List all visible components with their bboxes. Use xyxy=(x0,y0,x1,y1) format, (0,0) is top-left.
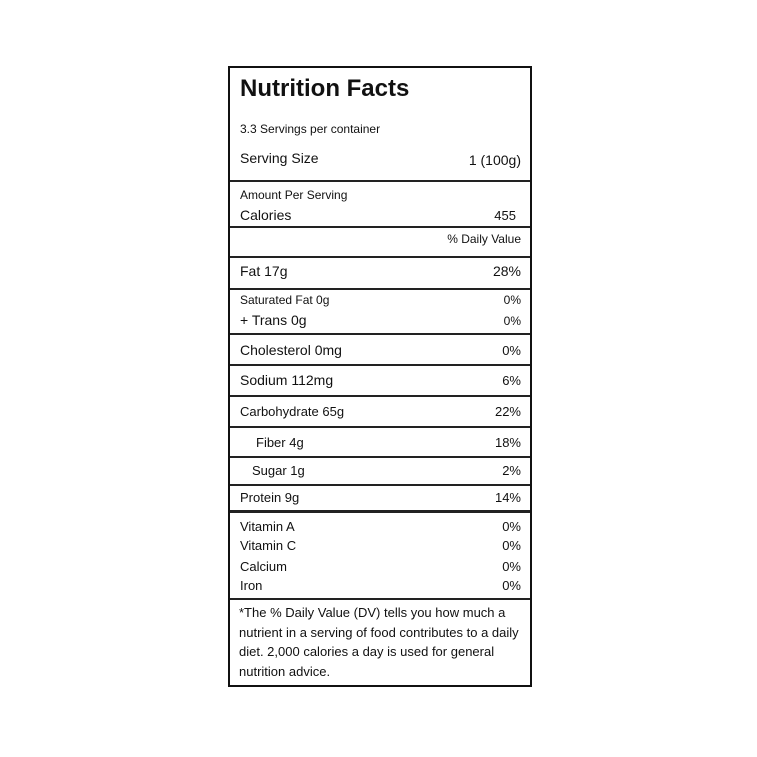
divider xyxy=(230,426,530,428)
nutrition-facts-label: Nutrition Facts 3.3 Servings per contain… xyxy=(228,66,532,687)
vitamin-dv: 0% xyxy=(502,559,521,574)
vitamin-dv: 0% xyxy=(502,519,521,534)
nutrient-label: Sugar 1g xyxy=(252,463,305,478)
nutrient-dv: 2% xyxy=(502,463,521,478)
nutrient-label: Protein 9g xyxy=(240,490,300,505)
nutrient-dv: 6% xyxy=(502,373,521,388)
vitamin-label: Calcium xyxy=(240,559,287,574)
divider xyxy=(230,288,530,290)
calories-label: Calories xyxy=(240,207,292,223)
vitamin-label: Vitamin C xyxy=(240,538,297,553)
nutrient-label: Fiber 4g xyxy=(256,435,304,450)
nutrient-label: Sodium 112mg xyxy=(240,372,334,388)
divider xyxy=(230,333,530,335)
daily-value-header: % Daily Value xyxy=(447,232,521,246)
label-title: Nutrition Facts xyxy=(240,75,410,102)
vitamin-label: Iron xyxy=(240,578,263,593)
divider xyxy=(230,456,530,458)
vitamin-dv: 0% xyxy=(502,538,521,553)
vitamin-label: Vitamin A xyxy=(240,519,295,534)
nutrient-dv: 0% xyxy=(502,343,521,358)
amount-per-serving: Amount Per Serving xyxy=(240,188,348,202)
divider xyxy=(230,364,530,366)
divider xyxy=(230,510,530,513)
nutrient-dv: 18% xyxy=(494,435,521,450)
nutrient-dv: 28% xyxy=(492,263,521,279)
divider xyxy=(230,256,530,258)
nutrient-dv: 22% xyxy=(494,404,521,419)
nutrient-label: Fat 17g xyxy=(240,263,288,279)
footnote: *The % Daily Value (DV) tells you how mu… xyxy=(239,605,519,679)
serving-size-value: 1 (100g) xyxy=(468,152,521,168)
nutrient-dv: 0% xyxy=(503,314,521,328)
serving-size-label: Serving Size xyxy=(240,150,319,166)
nutrient-label: Saturated Fat 0g xyxy=(240,293,330,307)
nutrient-label: Cholesterol 0mg xyxy=(240,342,342,358)
divider xyxy=(230,180,530,182)
nutrient-dv: 14% xyxy=(494,490,521,505)
servings-per-container: 3.3 Servings per container xyxy=(240,122,381,136)
divider xyxy=(230,226,530,228)
nutrient-label: + Trans 0g xyxy=(240,312,307,328)
divider xyxy=(230,598,530,600)
divider xyxy=(230,395,530,397)
divider xyxy=(230,484,530,486)
nutrient-label: Carbohydrate 65g xyxy=(240,404,345,419)
vitamin-dv: 0% xyxy=(502,578,521,593)
nutrient-dv: 0% xyxy=(503,293,521,307)
calories-value: 455 xyxy=(494,208,516,223)
